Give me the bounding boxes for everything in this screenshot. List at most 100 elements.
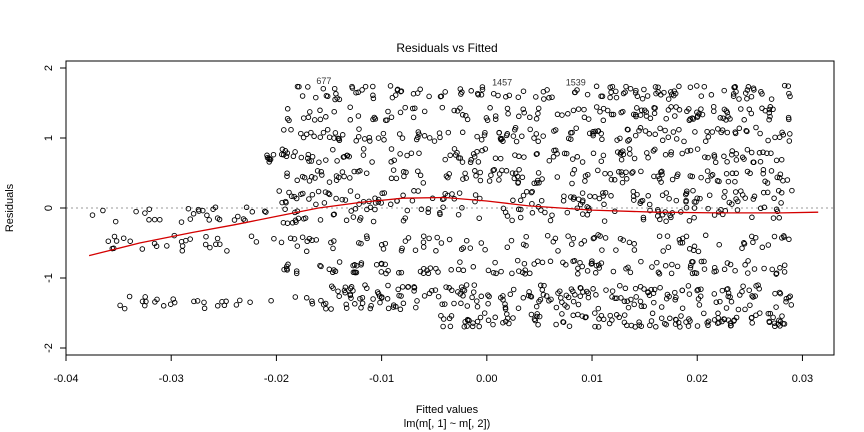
residual-point (535, 170, 542, 176)
residual-point (575, 271, 581, 277)
residual-point (721, 266, 728, 273)
residual-point (111, 233, 118, 240)
residual-point (402, 104, 408, 111)
residual-point (513, 138, 520, 145)
residual-point (716, 319, 722, 326)
residual-point (133, 208, 139, 215)
residual-point (393, 303, 399, 310)
residual-point (326, 266, 333, 273)
residual-point (416, 150, 422, 156)
residual-point (570, 196, 577, 202)
residual-point (411, 188, 417, 194)
residual-point (247, 299, 253, 305)
residual-point (658, 304, 665, 310)
residual-point (696, 111, 702, 117)
residual-point (520, 106, 526, 112)
residual-point (706, 192, 713, 198)
residual-point (533, 151, 540, 157)
residual-point (779, 313, 785, 319)
residual-point (640, 214, 647, 221)
residual-point (493, 270, 499, 277)
residual-point (278, 239, 285, 246)
residual-point (640, 216, 647, 223)
residual-point (191, 298, 197, 305)
residual-point (540, 88, 547, 95)
residual-point (527, 126, 533, 133)
residual-point (575, 301, 582, 308)
residual-point (516, 166, 522, 173)
residual-point (472, 198, 478, 205)
residual-point (331, 211, 337, 217)
residual-point (590, 286, 596, 292)
residual-point (729, 148, 735, 154)
residual-point (757, 158, 764, 165)
residual-point (638, 198, 644, 205)
residual-point (471, 282, 478, 288)
residual-point (560, 319, 566, 325)
residual-point (581, 106, 587, 113)
residual-point (620, 90, 627, 97)
residual-point (306, 158, 312, 164)
residual-point (717, 298, 723, 305)
y-tick-label: -2 (43, 343, 55, 353)
residual-point (668, 270, 675, 277)
residual-point (589, 258, 595, 264)
residual-point (243, 204, 250, 211)
residual-point (342, 197, 349, 203)
residual-point (742, 306, 748, 313)
residual-point (486, 293, 492, 300)
y-axis-label: Residuals (4, 183, 16, 232)
residual-point (364, 285, 370, 291)
residual-point (592, 128, 598, 135)
residual-point (618, 295, 624, 301)
residual-point (508, 237, 515, 244)
residual-point (528, 311, 535, 318)
residual-point (785, 83, 792, 89)
residual-point (766, 110, 772, 116)
residual-point (723, 305, 730, 311)
residual-point (730, 93, 737, 99)
residual-point (293, 270, 300, 277)
residual-point (598, 130, 604, 137)
residual-point (262, 208, 268, 215)
residual-point (379, 294, 385, 300)
residual-point (634, 191, 640, 198)
residual-point (477, 169, 483, 176)
residual-point (464, 317, 471, 324)
residual-point (622, 285, 629, 292)
residual-point (382, 117, 389, 123)
residual-point (284, 106, 291, 112)
residual-point (492, 155, 499, 161)
residual-point (449, 287, 455, 294)
residual-point (627, 85, 634, 92)
residual-point (773, 157, 780, 164)
residual-point (641, 303, 647, 310)
residual-point (554, 111, 561, 118)
residual-point (458, 91, 464, 97)
residual-point (724, 260, 731, 266)
residual-point (319, 172, 325, 178)
residual-point (341, 287, 348, 294)
residual-point (384, 296, 391, 302)
residual-point (342, 284, 349, 290)
residual-point (676, 83, 682, 90)
residual-point (733, 151, 740, 157)
residual-point (595, 128, 602, 134)
residual-point (235, 213, 241, 220)
residual-point (510, 315, 516, 321)
residual-point (478, 240, 485, 246)
residual-point (531, 135, 537, 141)
residual-point (516, 268, 522, 274)
residual-point (546, 95, 552, 101)
residual-point (575, 311, 581, 318)
residual-point (783, 298, 789, 305)
residual-point (207, 244, 213, 251)
y-tick-label: 0 (43, 205, 55, 211)
residual-point (421, 293, 428, 299)
residual-point (652, 131, 658, 138)
residual-point (785, 114, 792, 121)
residual-point (742, 195, 748, 201)
residual-point (153, 243, 160, 249)
residual-point (673, 136, 680, 142)
residual-point (600, 152, 607, 159)
